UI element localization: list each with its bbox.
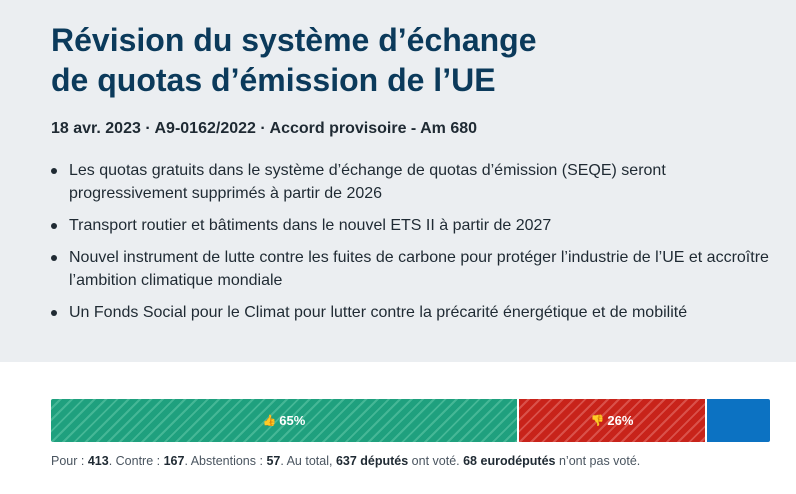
thumbs-up-icon: 👍	[262, 415, 277, 427]
total-suffix: ont voté.	[408, 454, 464, 468]
absent-suffix: n’ont pas voté.	[555, 454, 641, 468]
contre-label: . Contre :	[108, 454, 164, 468]
abstentions-label: . Abstentions :	[184, 454, 267, 468]
pour-label: Pour :	[51, 454, 88, 468]
summary-bullet-list: Les quotas gratuits dans le système d’éc…	[51, 159, 771, 333]
bullet-item: Transport routier et bâtiments dans le n…	[51, 214, 771, 237]
vote-result-bar: 👍 65% 👎 26%	[51, 399, 770, 442]
vote-metadata: 18 avr. 2023 · A9-0162/2022 · Accord pro…	[51, 120, 478, 137]
vote-summary: Pour : 413. Contre : 167. Abstentions : …	[51, 453, 640, 469]
vote-for-percent: 65%	[279, 413, 306, 428]
absent-meps: 68 eurodéputés	[463, 454, 556, 468]
bullet-item: Un Fonds Social pour le Climat pour lutt…	[51, 301, 771, 324]
abstentions-count: 57	[266, 454, 281, 468]
contre-count: 167	[163, 454, 185, 468]
header-panel: Révision du système d’échange de quotas …	[0, 0, 796, 362]
title-line-2: de quotas d’émission de l’UE	[51, 62, 496, 98]
thumbs-down-icon: 👎	[590, 415, 605, 427]
vote-against-segment[interactable]: 👎 26%	[516, 399, 706, 442]
vote-against-percent: 26%	[607, 413, 634, 428]
total-voters: 637 députés	[335, 454, 409, 468]
title-line-1: Révision du système d’échange	[51, 22, 537, 58]
total-prefix: . Au total,	[280, 454, 336, 468]
pour-count: 413	[87, 454, 109, 468]
bullet-item: Nouvel instrument de lutte contre les fu…	[51, 246, 771, 292]
vote-for-segment[interactable]: 👍 65%	[51, 399, 517, 442]
page-title: Révision du système d’échange de quotas …	[51, 20, 751, 100]
bullet-item: Les quotas gratuits dans le système d’éc…	[51, 159, 771, 205]
vote-abstention-segment[interactable]	[705, 399, 770, 442]
